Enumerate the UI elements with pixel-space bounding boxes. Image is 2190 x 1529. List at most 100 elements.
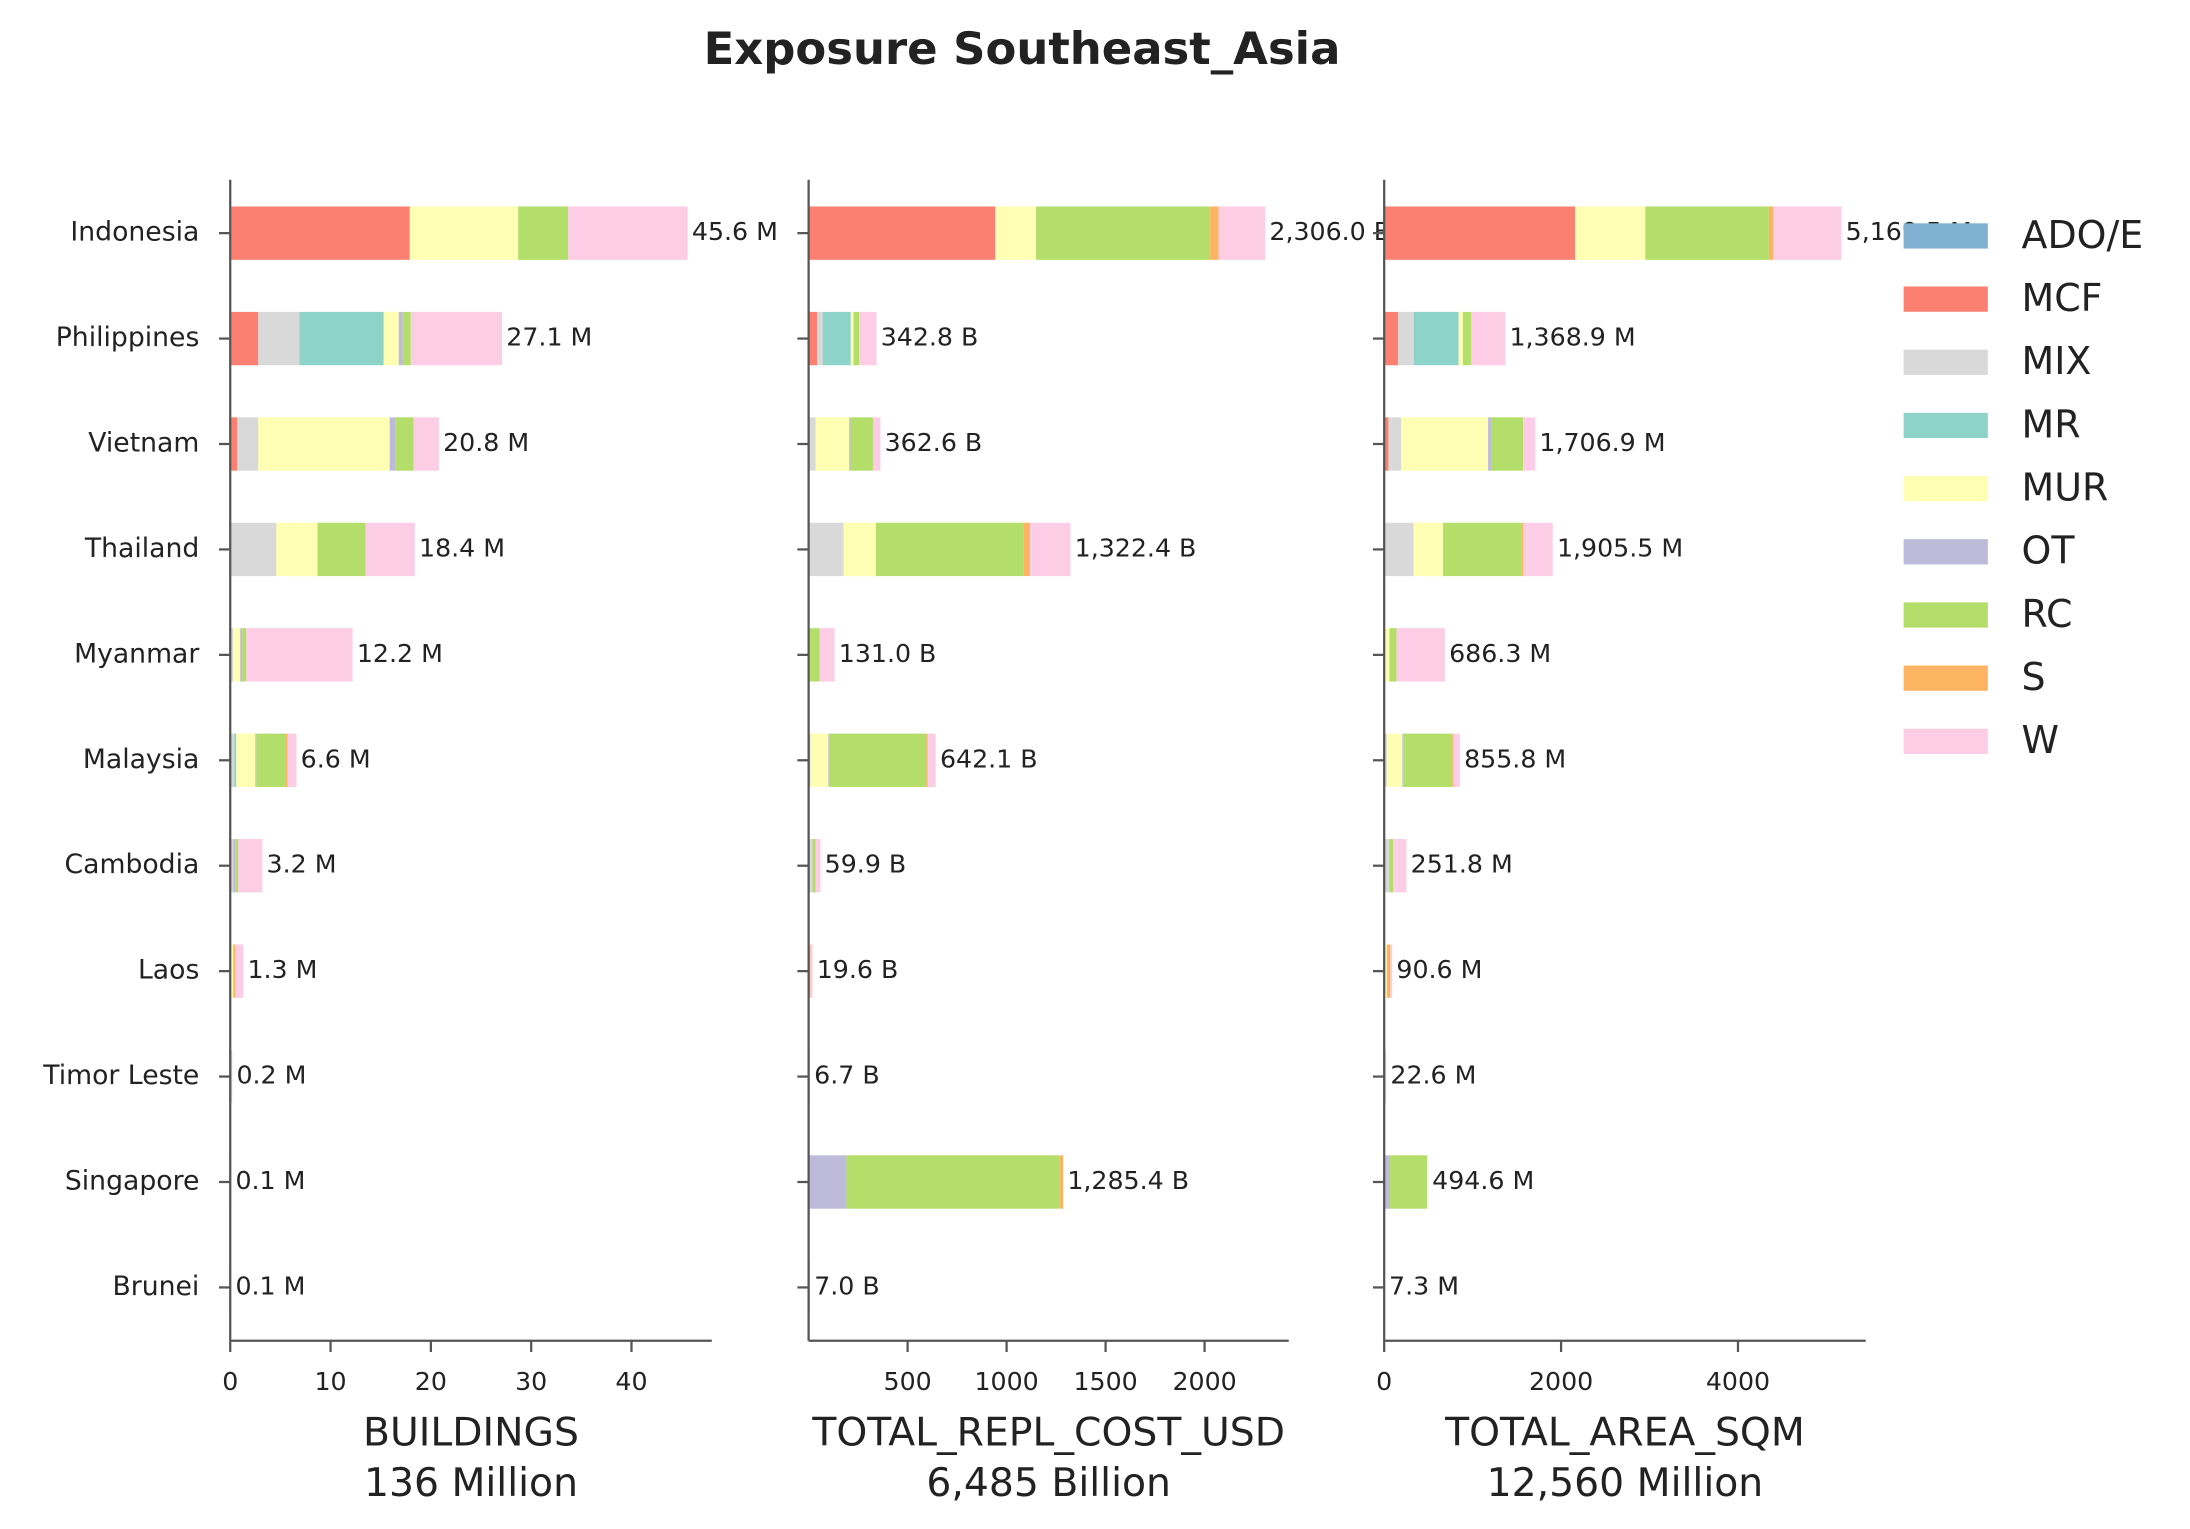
bar-segment: S [1210, 206, 1219, 260]
bar-segment: W [1453, 733, 1460, 787]
bar-segment: W [287, 733, 297, 787]
bar-segment: S [1768, 206, 1774, 260]
bar-segment: MUR [810, 733, 829, 787]
bar-segment: MUR [1458, 311, 1463, 366]
bar-segment: W [246, 628, 353, 682]
total-label: 0.1 M [235, 1166, 305, 1195]
y-tick-label: Thailand [84, 533, 199, 564]
bar-segment: MCF [1384, 206, 1576, 260]
y-tick-label: Singapore [65, 1166, 199, 1197]
bar-segment: S [926, 733, 928, 787]
bar-segment: MIX [817, 311, 823, 366]
bar-segment: MIX [230, 839, 234, 893]
total-label: 1,322.4 B [1075, 533, 1197, 562]
total-label: 1.3 M [247, 955, 317, 984]
x-tick-label: 2000 [1529, 1367, 1593, 1396]
chart-title: Exposure Southeast_Asia [704, 22, 1341, 75]
bar-segment: RC [235, 839, 239, 893]
bar-segment: RC [812, 839, 816, 893]
bar-segment: S [1059, 1155, 1064, 1209]
bar-segment: MIX [237, 417, 259, 471]
bar-segment: MCF [230, 417, 238, 471]
bar-segment: RC [875, 522, 1024, 577]
bar-segment: MCF [808, 206, 996, 260]
legend-swatch [1903, 286, 1988, 312]
bar-segment: W [1396, 628, 1445, 682]
x-tick-label: 2000 [1172, 1367, 1236, 1396]
bar-segment: W [238, 839, 263, 893]
bar-segment: RC [1443, 522, 1522, 577]
legend-label: MIX [2022, 339, 2092, 383]
total-label: 1,706.9 M [1539, 428, 1665, 457]
total-label: 6.7 B [814, 1061, 880, 1090]
bar-segment: MUR [1401, 417, 1489, 471]
bar-segment: OT [828, 733, 830, 787]
y-tick-label: Timor Leste [42, 1060, 199, 1091]
bar-segment: RC [1389, 628, 1397, 682]
bar-segment: OT [389, 417, 396, 471]
total-label: 131.0 B [839, 639, 937, 668]
bar-segment: W [568, 206, 688, 260]
bar-segment: RC [829, 733, 927, 787]
bar-segment: MIX [230, 628, 234, 682]
bar-segment: MUR [850, 311, 854, 366]
bar-segment: S [285, 733, 288, 787]
x-tick-label: 500 [884, 1367, 932, 1396]
bar-segment: RC [846, 1155, 1060, 1209]
total-label: 7.0 B [814, 1271, 880, 1300]
bar-segment: MIX [1388, 417, 1402, 471]
bar-segment: MIX [1384, 733, 1387, 787]
x-axis-title: TOTAL_AREA_SQM [1444, 1410, 1805, 1455]
total-label: 1,368.9 M [1509, 323, 1635, 352]
legend-swatch [1903, 412, 1988, 439]
bar-segment: MUR [230, 944, 234, 998]
bar-segment: RC [809, 628, 820, 682]
bar-segment: RC [1490, 417, 1524, 471]
bar-segment: RC [1036, 206, 1211, 260]
bar-segment: MIX [258, 311, 300, 366]
bar-segment: MUR [233, 628, 241, 682]
x-axis-subtitle: 6,485 Billion [926, 1461, 1171, 1506]
legend-swatch [1903, 349, 1988, 375]
bar-segment: RC [518, 206, 569, 260]
legend-label: MR [2022, 402, 2081, 446]
bar-segment: MUR [995, 206, 1037, 260]
total-label: 0.2 M [236, 1061, 306, 1090]
bar-segment: OT [1402, 733, 1404, 787]
legend-label: RC [2022, 592, 2073, 636]
total-label: 20.8 M [443, 428, 529, 457]
legend-swatch [1903, 223, 1988, 249]
x-axis-subtitle: 136 Million [364, 1461, 578, 1506]
bar-segment: W [1218, 206, 1266, 260]
total-label: 251.8 M [1411, 850, 1513, 879]
total-label: 18.4 M [419, 533, 505, 562]
bar-segment: RC [1462, 311, 1472, 366]
x-tick-label: 0 [1376, 1367, 1392, 1396]
y-tick-label: Myanmar [74, 638, 199, 669]
legend-label: OT [2022, 529, 2076, 573]
total-label: 59.9 B [825, 850, 907, 879]
bar-segment: MR [822, 311, 851, 366]
bar-segment: MIX [808, 839, 813, 893]
bar-segment: MUR [1386, 733, 1403, 787]
bar-segment: RC [1389, 839, 1394, 893]
bar-segment: W [1393, 839, 1407, 893]
total-label: 7.3 M [1389, 1271, 1459, 1300]
bar-segment: W [1030, 522, 1071, 577]
x-axis-title: TOTAL_REPL_COST_USD [811, 1410, 1285, 1455]
legend-swatch [1903, 539, 1988, 565]
bar-segment: MR [299, 311, 384, 366]
legend-swatch [1903, 665, 1988, 691]
bar-segment: MUR [258, 417, 390, 471]
bar-segment: W [235, 944, 244, 998]
x-tick-label: 4000 [1706, 1367, 1770, 1396]
bar-segment: MUR [409, 206, 519, 260]
bar-segment: OT [240, 628, 243, 682]
legend-swatch [1903, 476, 1988, 502]
bar-segment: RC [1389, 1155, 1428, 1209]
bar-segment: MR [234, 733, 237, 787]
legend-label: MUR [2022, 466, 2109, 510]
bar-segment: W [410, 311, 503, 366]
bar-segment: W [815, 839, 821, 893]
